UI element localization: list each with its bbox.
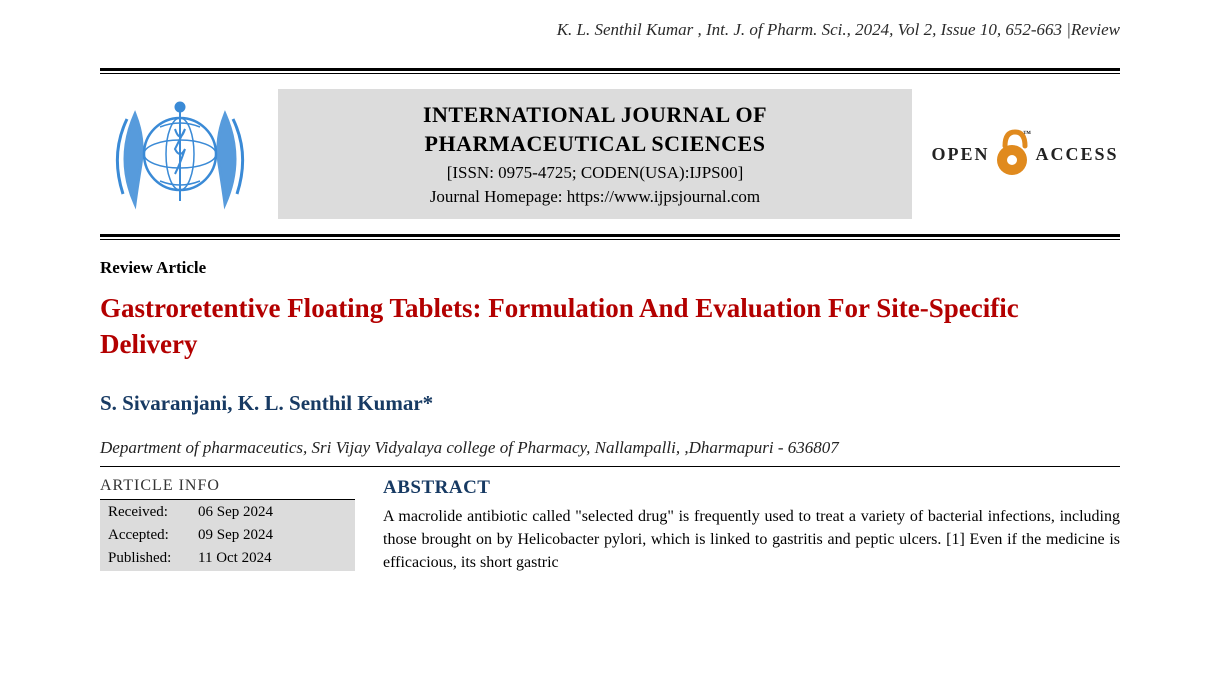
article-info-column: ARTICLE INFO Received: 06 Sep 2024 Accep… [100, 477, 355, 575]
article-type: Review Article [100, 258, 1120, 278]
page-container: K. L. Senthil Kumar , Int. J. of Pharm. … [0, 0, 1220, 574]
top-rule-thick [100, 68, 1120, 71]
running-header: K. L. Senthil Kumar , Int. J. of Pharm. … [100, 20, 1120, 40]
mid-rule-thick [100, 234, 1120, 237]
article-info-table: Received: 06 Sep 2024 Accepted: 09 Sep 2… [100, 500, 355, 571]
journal-logo [100, 84, 260, 224]
abstract-text: A macrolide antibiotic called "selected … [383, 505, 1120, 575]
affiliation-rule [100, 466, 1120, 467]
abstract-column: ABSTRACT A macrolide antibiotic called "… [383, 477, 1120, 575]
open-access-open-text: OPEN [931, 144, 989, 165]
open-access-lock-icon: ™ [993, 126, 1031, 183]
table-row: Received: 06 Sep 2024 [102, 502, 353, 523]
journal-title-box: INTERNATIONAL JOURNAL OF PHARMACEUTICAL … [278, 89, 912, 218]
content-row: ARTICLE INFO Received: 06 Sep 2024 Accep… [100, 477, 1120, 575]
table-row: Accepted: 09 Sep 2024 [102, 525, 353, 546]
article-title: Gastroretentive Floating Tablets: Formul… [100, 290, 1120, 363]
abstract-heading: ABSTRACT [383, 477, 1120, 499]
info-label-accepted: Accepted: [102, 525, 190, 546]
authors: S. Sivaranjani, K. L. Senthil Kumar* [100, 391, 1120, 416]
open-access-badge: OPEN ™ ACCESS [930, 126, 1120, 183]
info-value-received: 06 Sep 2024 [192, 502, 353, 523]
masthead: INTERNATIONAL JOURNAL OF PHARMACEUTICAL … [100, 74, 1120, 234]
laurel-globe-icon [105, 89, 255, 219]
journal-name-line1: INTERNATIONAL JOURNAL OF [298, 101, 892, 130]
journal-name-line2: PHARMACEUTICAL SCIENCES [298, 130, 892, 159]
affiliation: Department of pharmaceutics, Sri Vijay V… [100, 438, 1120, 458]
journal-issn: [ISSN: 0975-4725; CODEN(USA):IJPS00] [298, 163, 892, 183]
journal-homepage: Journal Homepage: https://www.ijpsjourna… [298, 187, 892, 207]
info-label-published: Published: [102, 548, 190, 569]
open-access-access-text: ACCESS [1035, 144, 1118, 165]
info-value-published: 11 Oct 2024 [192, 548, 353, 569]
info-label-received: Received: [102, 502, 190, 523]
mid-rule-thin [100, 239, 1120, 240]
table-row: Published: 11 Oct 2024 [102, 548, 353, 569]
article-info-heading: ARTICLE INFO [100, 477, 355, 500]
info-value-accepted: 09 Sep 2024 [192, 525, 353, 546]
